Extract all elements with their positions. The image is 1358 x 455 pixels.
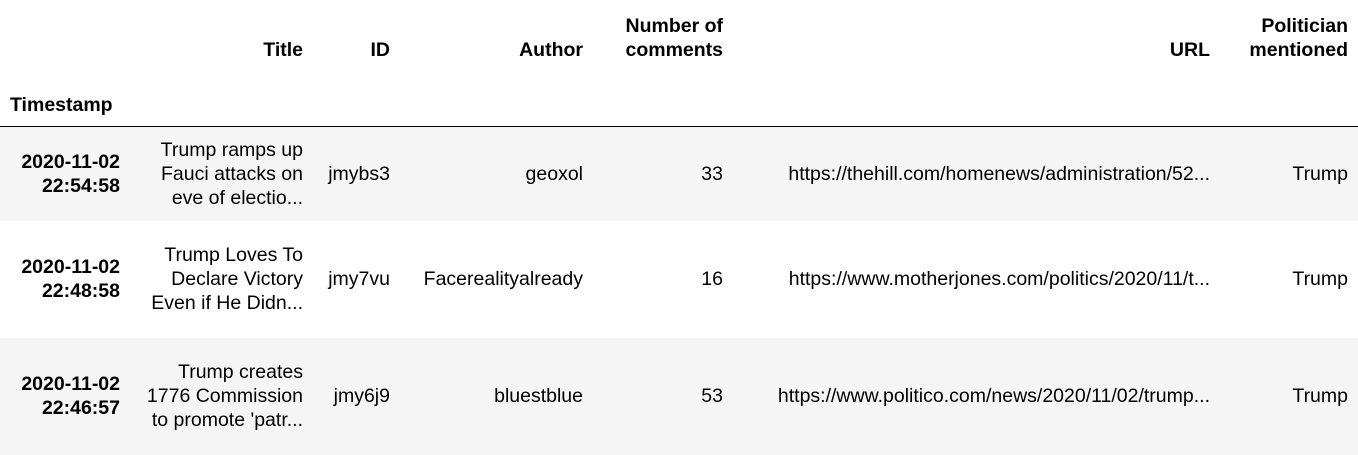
blank-header-cell	[733, 69, 1220, 127]
blank-header-cell	[130, 69, 313, 127]
index-header-row: Timestamp	[0, 69, 1358, 127]
column-header-id: ID	[370, 39, 391, 61]
num-comments-cell: 53	[701, 385, 723, 407]
id-cell: jmybs3	[328, 162, 390, 185]
politician-cell: Trump	[1292, 385, 1348, 407]
table-header: Title ID Author Number of comments URL P…	[0, 0, 1358, 127]
index-name-header: Timestamp	[0, 69, 130, 127]
author-cell: bluestblue	[494, 385, 583, 407]
title-cell: Trump Loves To Declare Victory Even if H…	[151, 244, 303, 314]
author-cell: Facerealityalready	[423, 268, 583, 290]
title-cell: Trump creates 1776 Commission to promote…	[146, 361, 303, 431]
url-cell: https://thehill.com/homenews/administrat…	[788, 162, 1210, 185]
title-cell: Trump ramps up Fauci attacks on eve of e…	[160, 138, 303, 209]
politician-cell: Trump	[1292, 268, 1348, 290]
blank-header-cell	[400, 69, 593, 127]
id-cell: jmy6j9	[333, 385, 390, 407]
timestamp-cell: 2020-11-02 22:48:58	[21, 256, 120, 302]
column-header-author: Author	[519, 39, 583, 61]
table-row: 2020-11-02 22:48:58 Trump Loves To Decla…	[0, 220, 1358, 338]
column-header-title: Title	[263, 39, 303, 61]
url-cell: https://www.motherjones.com/politics/202…	[788, 268, 1210, 290]
column-header-num-comments: Number of comments	[625, 15, 723, 61]
blank-header-cell	[593, 69, 733, 127]
blank-header-cell	[1220, 69, 1358, 127]
url-cell: https://www.politico.com/news/2020/11/02…	[777, 385, 1210, 407]
column-header-url: URL	[1169, 39, 1210, 61]
num-comments-cell: 33	[701, 162, 723, 185]
num-comments-cell: 16	[701, 268, 723, 290]
table-body: 2020-11-02 22:54:58 Trump ramps up Fauci…	[0, 126, 1358, 455]
table-row: 2020-11-02 22:54:58 Trump ramps up Fauci…	[0, 126, 1358, 221]
table-row: 2020-11-02 22:46:57 Trump creates 1776 C…	[0, 337, 1358, 455]
timestamp-cell: 2020-11-02 22:46:57	[21, 373, 120, 419]
blank-header-cell	[313, 69, 400, 127]
id-cell: jmy7vu	[328, 268, 390, 290]
blank-header-cell	[0, 0, 130, 69]
author-cell: geoxol	[525, 162, 583, 185]
politician-cell: Trump	[1292, 162, 1348, 185]
column-header-politician: Politician mentioned	[1249, 15, 1348, 61]
timestamp-cell: 2020-11-02 22:54:58	[21, 150, 120, 197]
column-header-row: Title ID Author Number of comments URL P…	[0, 0, 1358, 69]
